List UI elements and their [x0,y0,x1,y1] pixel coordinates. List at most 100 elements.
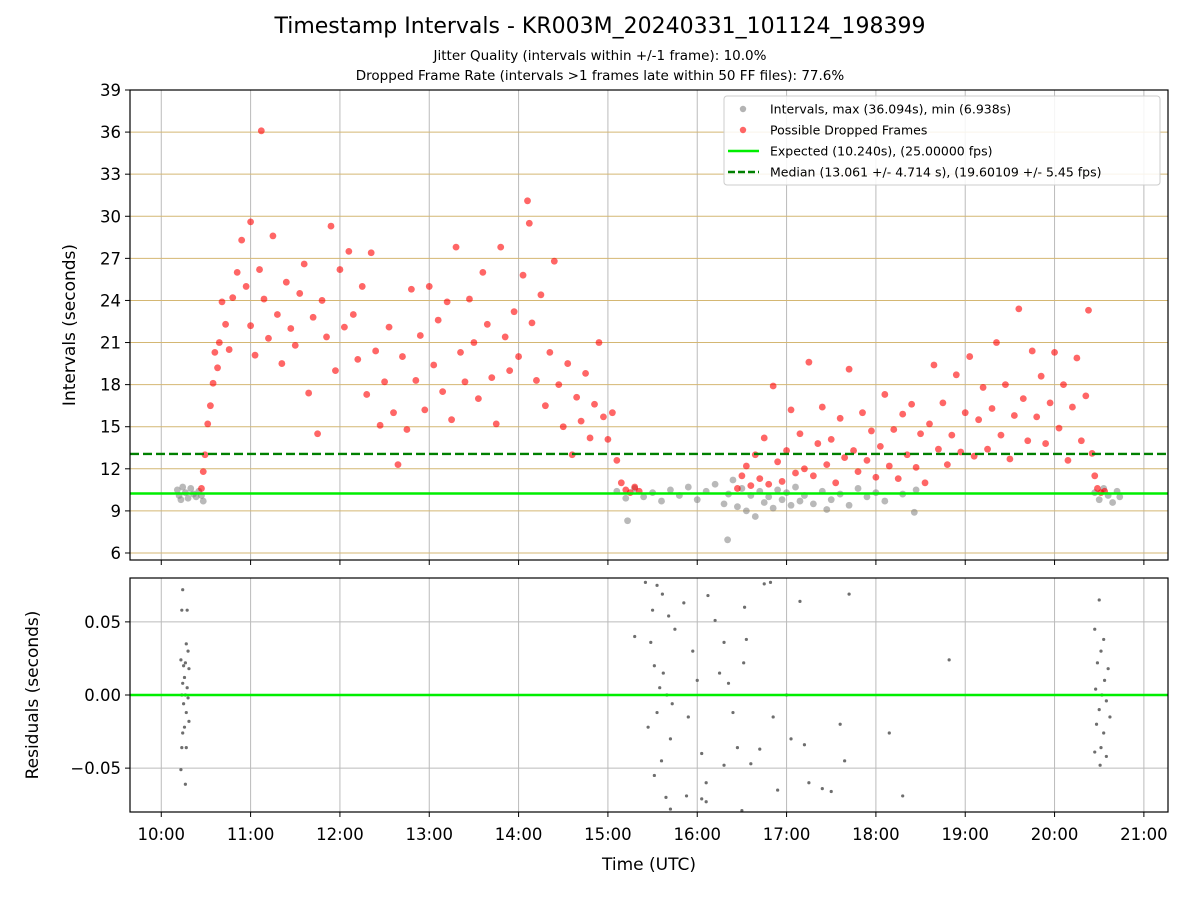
residual-point [682,601,686,605]
dropped-frame-point [461,378,469,386]
interval-point [640,493,648,501]
top-y-tick-label: 36 [100,123,121,142]
dropped-frame-point [564,360,572,367]
residual-point [700,751,704,756]
top-y-tick-label: 9 [111,502,122,521]
residual-point [181,588,185,592]
interval-point [774,486,782,494]
dropped-frame-point [430,361,438,369]
residual-point [744,637,748,642]
residual-point [1102,678,1107,682]
dropped-frame-point [354,355,362,363]
dropped-frame-point [390,409,397,417]
dropped-frame-point [214,364,221,372]
residual-point [1097,598,1101,602]
interval-point [624,517,631,525]
dropped-frame-point [238,236,246,244]
residual-point [771,715,775,719]
interval-point [179,483,187,491]
residual-point [820,787,824,791]
residual-point [646,725,650,729]
dropped-frame-point [559,423,567,431]
interval-point [769,504,777,512]
interval-point [1095,496,1103,504]
dropped-frame-point [524,197,531,205]
dropped-frame-point [345,247,353,255]
residual-point [186,696,190,700]
dropped-frame-point [1055,424,1063,432]
interval-point [729,476,737,484]
residual-point [183,661,187,665]
residual-point [180,608,184,612]
dropped-frame-point [595,339,603,346]
residual-point [1106,667,1110,671]
dropped-frame-point [323,333,330,341]
residual-point [843,759,847,763]
interval-point [622,494,630,502]
dropped-frame-point [769,382,777,390]
dropped-frame-point [452,243,460,251]
dropped-frame-point [300,260,308,268]
dropped-frame-point [966,353,974,360]
dropped-frame-point [251,351,259,359]
dropped-frame-point [425,283,433,290]
dropped-frame-point [367,249,375,257]
dropped-frame-point [533,377,540,384]
chart-subtitle-jitter: Jitter Quality (intervals within +/-1 fr… [433,48,767,64]
dropped-frame-point [613,456,621,464]
dropped-frame-point [760,434,768,442]
dropped-frame-point [1060,381,1067,389]
dropped-frame-point [993,339,1000,346]
dropped-frame-point [1002,381,1009,389]
dropped-frame-point [832,479,840,487]
residual-point [807,781,811,785]
dropped-frame-point [876,442,884,450]
dropped-frame-point [854,468,862,476]
dropped-frame-point [336,266,344,273]
x-tick-label: 19:00 [941,825,989,844]
dropped-frame-point [863,456,871,464]
residual-point [1104,754,1108,759]
dropped-frame-point [778,478,786,485]
dropped-frame-point [260,295,268,303]
top-y-tick-label: 39 [100,81,121,100]
interval-point [765,493,773,501]
residual-point [181,681,185,685]
residual-point [798,599,802,604]
residual-point [670,702,674,706]
residual-point [1099,649,1103,653]
residual-point [184,710,188,715]
residual-point [768,580,773,584]
residual-point [659,759,664,763]
interval-point [734,503,741,511]
residual-point [802,743,807,747]
residual-point [661,671,665,675]
dropped-frame-point [930,361,938,369]
legend-entry-label: Expected (10.240s), (25.00000 fps) [770,144,992,159]
x-tick-label: 21:00 [1120,825,1168,844]
dropped-frame-point [233,268,241,276]
bottom-y-tick-label: 0.05 [84,613,121,632]
bottom-y-tick-label: −0.05 [70,759,121,778]
dropped-frame-point [488,374,496,382]
interval-point [177,496,185,504]
dropped-frame-point [943,461,951,468]
dropped-frame-point [582,370,589,377]
x-tick-label: 10:00 [137,825,185,844]
dropped-frame-point [1033,413,1041,421]
dropped-frame-point [979,384,987,391]
dropped-frame-point [537,291,545,299]
bottom-y-tick-label: 0.00 [84,686,121,705]
dropped-frame-point [783,447,790,454]
residual-point [847,592,851,596]
dropped-frame-point [787,406,795,414]
residual-point [652,773,656,778]
dropped-frame-point [257,127,265,135]
dropped-frame-point [282,278,290,286]
dropped-frame-point [890,426,898,433]
dropped-frame-point [506,367,514,374]
residual-point [704,781,708,785]
dropped-frame-point [385,323,393,331]
dropped-frame-point [291,341,299,349]
